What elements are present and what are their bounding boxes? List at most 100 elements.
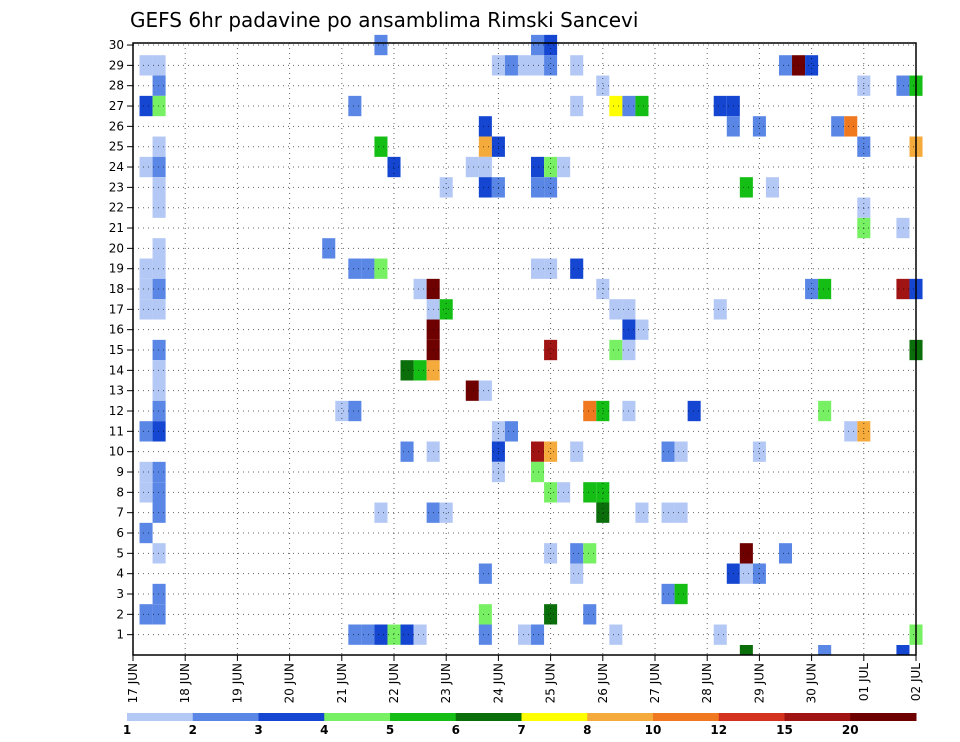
y-tick-label: 3	[116, 587, 124, 601]
precip-cell	[544, 34, 558, 56]
colorbar-label: 3	[254, 723, 262, 737]
y-tick-label: 26	[109, 119, 124, 133]
precip-cell	[478, 116, 492, 137]
colorbar-label: 2	[189, 723, 197, 737]
y-tick-label: 24	[109, 160, 124, 174]
chart-title: GEFS 6hr padavine po ansamblima Rimski S…	[130, 8, 638, 32]
precip-cell	[152, 502, 166, 523]
y-tick-label: 13	[109, 384, 124, 398]
precip-cell	[413, 624, 427, 645]
x-tick-label: 01 JUL	[857, 663, 871, 701]
x-tick-label: 22 JUN	[387, 663, 401, 703]
y-tick-label: 30	[109, 38, 124, 52]
y-tick-label: 15	[109, 343, 124, 357]
precip-cell	[387, 624, 401, 645]
precip-cell	[139, 604, 153, 625]
colorbar-swatch	[653, 713, 720, 721]
precip-cell	[752, 441, 766, 462]
precip-cell	[152, 421, 166, 442]
precip-cell	[713, 624, 727, 645]
precip-cell	[478, 177, 492, 198]
precip-cell	[778, 55, 793, 76]
x-axis: 17 JUN 18 JUN 19 JUN 20 JUN 21 JUN 22 JUN 23 J…	[126, 655, 923, 703]
precip-cell	[504, 55, 518, 76]
precip-cell	[152, 400, 166, 422]
y-tick-label: 14	[109, 363, 124, 377]
precip-cell	[583, 604, 597, 625]
precip-cell	[400, 360, 414, 381]
precip-cell	[413, 360, 427, 381]
y-tick-label: 1	[116, 628, 124, 642]
precip-cell	[374, 258, 388, 279]
precip-cell	[896, 278, 910, 300]
y-axis: 1234567891011121314151617181920212223242…	[109, 38, 133, 642]
colorbar-label: 4	[320, 723, 328, 737]
precip-cell	[570, 441, 584, 462]
precip-cell	[818, 278, 832, 300]
precip-cell	[139, 522, 153, 544]
precip-cell	[152, 258, 166, 279]
precip-cell	[478, 136, 492, 157]
precip-cell	[139, 156, 153, 178]
precip-cell	[739, 563, 753, 584]
y-tick-label: 5	[116, 546, 124, 560]
y-tick-label: 9	[116, 465, 124, 479]
precip-cell	[739, 177, 753, 198]
x-tick-label: 21 JUN	[335, 663, 349, 703]
precip-cell	[152, 482, 166, 503]
precip-cell	[152, 95, 166, 117]
colorbar-swatch	[127, 713, 194, 721]
precip-cell	[139, 482, 153, 503]
precip-cell	[139, 95, 153, 117]
colorbar-label: 1	[123, 723, 131, 737]
precip-cell	[570, 95, 584, 117]
precip-cell	[583, 400, 597, 422]
precip-cell	[635, 319, 649, 340]
x-tick-label: 25 JUN	[544, 663, 558, 703]
precip-cell	[544, 156, 558, 178]
precip-cell	[335, 400, 349, 422]
precip-cell	[896, 75, 910, 96]
precip-cell	[361, 624, 375, 645]
precip-cell	[152, 278, 166, 300]
precip-cell	[152, 299, 166, 320]
precip-cell	[544, 441, 558, 462]
y-tick-label: 20	[109, 241, 124, 255]
precip-cell	[570, 543, 584, 564]
precip-cell	[478, 156, 492, 178]
precip-cell	[374, 34, 388, 56]
precip-cell	[531, 55, 545, 76]
precip-cell	[844, 116, 858, 137]
y-tick-label: 7	[116, 506, 124, 520]
y-tick-label: 6	[116, 526, 124, 540]
precip-cell	[348, 258, 362, 279]
precip-cell	[348, 624, 362, 645]
precip-cell	[152, 461, 166, 483]
precip-cell	[374, 136, 388, 157]
y-tick-label: 29	[109, 58, 124, 72]
colorbar-label: 7	[517, 723, 525, 737]
precip-cell	[583, 482, 597, 503]
x-tick-label: 20 JUN	[283, 663, 297, 703]
colorbar-swatch	[455, 713, 522, 721]
precip-cell	[413, 278, 427, 300]
precip-cell	[152, 604, 166, 625]
grid-layer	[133, 43, 916, 655]
precip-cell	[531, 461, 545, 483]
precip-cell	[465, 380, 479, 401]
x-tick-label: 27 JUN	[648, 663, 662, 703]
precip-cell	[544, 55, 558, 76]
colorbar-swatch	[324, 713, 391, 721]
precip-cell	[152, 136, 166, 157]
colorbar-label: 15	[776, 723, 793, 737]
precip-cell	[439, 502, 453, 523]
y-tick-label: 27	[109, 99, 124, 113]
precip-cell	[531, 624, 545, 645]
precip-cell	[544, 482, 558, 503]
precip-cell	[609, 624, 623, 645]
precip-cell	[139, 278, 153, 300]
precip-cell	[139, 461, 153, 483]
precip-cell	[805, 278, 819, 300]
precip-cell	[152, 75, 166, 96]
